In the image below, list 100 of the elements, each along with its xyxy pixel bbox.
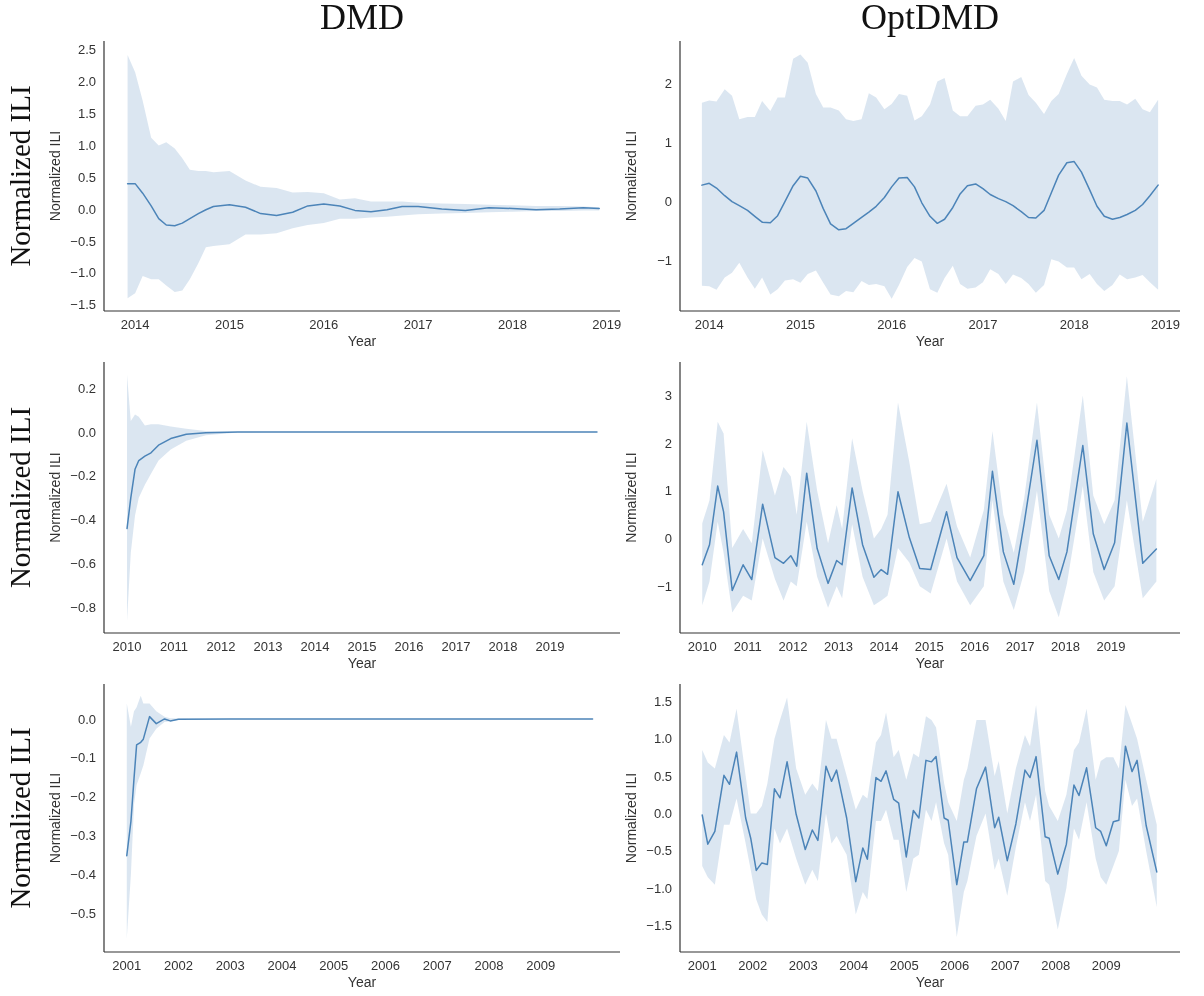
x-axis-title: Year [915, 974, 945, 990]
y-axis-title: Normalized ILI [623, 772, 639, 864]
y-tick-label: 1 [664, 483, 672, 499]
line-series [126, 431, 598, 530]
y-tick-label: −1 [657, 252, 672, 268]
x-tick-label: 2014 [869, 639, 899, 654]
x-tick-label: 2005 [889, 958, 919, 973]
x-tick-label: 2012 [778, 639, 808, 654]
x-tick-label: 2015 [215, 317, 244, 332]
y-tick-label: −0.3 [70, 828, 96, 844]
x-tick-label: 2018 [488, 639, 518, 654]
y-tick-label: −0.5 [70, 905, 96, 921]
x-tick-label: 2017 [403, 317, 433, 332]
line-series [701, 160, 1159, 231]
y-tick-label: 0.5 [653, 768, 672, 784]
x-tick-label: 2003 [215, 958, 245, 973]
y-tick-label: 2.5 [77, 42, 96, 58]
x-axis-title: Year [347, 655, 377, 671]
y-tick-label: 2 [664, 435, 672, 451]
y-tick-label: 0.0 [653, 806, 672, 822]
y-tick-label: −1.5 [646, 918, 672, 934]
y-tick-label: −0.2 [70, 468, 96, 484]
y-tick-label: −1.5 [70, 297, 96, 313]
y-tick-label: 3 [664, 387, 672, 403]
y-tick-label: −0.5 [70, 233, 96, 249]
x-tick-label: 2019 [592, 317, 622, 332]
x-tick-label: 2013 [253, 639, 283, 654]
x-tick-label: 2004 [839, 958, 869, 973]
line-series [126, 715, 594, 857]
text: Normalized ILI [4, 406, 36, 589]
x-tick-label: 2015 [347, 639, 377, 654]
y-tick-label: −0.4 [70, 512, 96, 528]
y-tick-label: 2.0 [77, 74, 96, 90]
x-tick-label: 2018 [1051, 639, 1081, 654]
line-series [126, 182, 600, 227]
y-axis-title: Normalized ILI [47, 452, 63, 543]
x-tick-label: 2001 [687, 958, 717, 973]
y-tick-label: 1.0 [653, 731, 672, 747]
line-series [701, 422, 1158, 592]
text: Normalized ILI [4, 85, 36, 267]
x-axis-title: Year [915, 333, 945, 349]
text: Normalized ILI [4, 727, 36, 909]
x-axis-title: Year [347, 974, 377, 990]
y-axis-title: Normalized ILI [47, 772, 63, 864]
y-tick-label: −0.2 [70, 789, 96, 805]
line-series [701, 745, 1158, 886]
y-tick-label: −0.5 [646, 843, 672, 859]
y-tick-label: −1.0 [70, 265, 96, 281]
x-tick-label: 2017 [968, 317, 998, 332]
x-tick-label: 2009 [526, 958, 556, 973]
x-axis-title: Year [915, 655, 945, 671]
x-tick-label: 2001 [112, 958, 142, 973]
y-tick-label: 0.0 [77, 424, 96, 440]
x-tick-label: 2018 [1059, 317, 1089, 332]
chart-title: OptDMD [860, 0, 1000, 37]
x-tick-label: 2014 [694, 317, 724, 332]
x-tick-label: 2014 [300, 639, 330, 654]
x-axis-title: Year [347, 333, 377, 349]
x-tick-label: 2011 [160, 639, 189, 654]
x-tick-label: 2007 [990, 958, 1020, 973]
x-tick-label: 2002 [738, 958, 768, 973]
y-tick-label: −1.0 [646, 880, 672, 896]
x-tick-label: 2010 [112, 639, 142, 654]
y-tick-label: 0 [664, 531, 672, 547]
x-tick-label: 2010 [687, 639, 717, 654]
y-tick-label: 1.5 [77, 106, 96, 122]
y-axis-title: Normalized ILI [623, 130, 639, 222]
y-tick-label: −0.8 [70, 600, 96, 616]
x-tick-label: 2011 [733, 639, 762, 654]
y-tick-label: 1.5 [653, 693, 672, 709]
x-tick-label: 2002 [164, 958, 193, 973]
x-tick-label: 2015 [785, 317, 815, 332]
x-tick-label: 2013 [824, 639, 853, 654]
y-tick-label: −0.4 [70, 866, 96, 882]
x-tick-label: 2018 [498, 317, 527, 332]
x-tick-label: 2016 [394, 639, 424, 654]
x-tick-label: 2007 [422, 958, 452, 973]
x-tick-label: 2016 [960, 639, 990, 654]
x-tick-label: 2019 [535, 639, 565, 654]
x-tick-label: 2005 [319, 958, 349, 973]
y-tick-label: −1 [657, 578, 672, 594]
x-tick-label: 2016 [309, 317, 339, 332]
chart-title: DMD [319, 0, 405, 37]
x-tick-label: 2008 [1041, 958, 1071, 973]
y-tick-label: −0.6 [70, 556, 96, 572]
y-tick-label: 1.0 [77, 137, 96, 153]
x-tick-label: 2017 [1005, 639, 1035, 654]
x-tick-label: 2019 [1150, 317, 1180, 332]
y-tick-label: 0.0 [77, 201, 96, 217]
x-tick-label: 2006 [940, 958, 970, 973]
x-tick-label: 2019 [1096, 639, 1126, 654]
y-tick-label: 0.0 [77, 711, 96, 727]
y-tick-label: 2 [664, 76, 672, 92]
x-tick-label: 2014 [120, 317, 150, 332]
x-tick-label: 2009 [1091, 958, 1121, 973]
y-tick-label: −0.1 [70, 750, 96, 766]
y-axis-title: Normalized ILI [47, 130, 63, 222]
x-tick-label: 2015 [914, 639, 944, 654]
y-tick-label: 0.5 [77, 169, 96, 185]
x-tick-label: 2008 [474, 958, 504, 973]
